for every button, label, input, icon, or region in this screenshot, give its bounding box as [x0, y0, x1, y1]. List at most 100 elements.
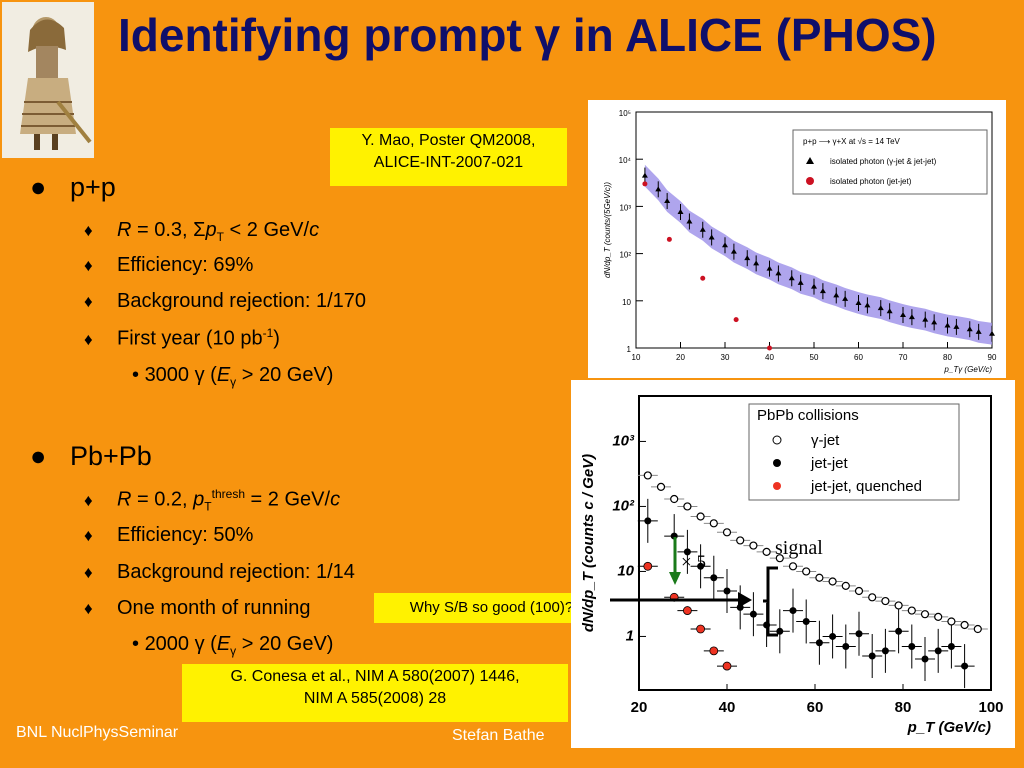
pbpb-jetjet-point [829, 632, 837, 640]
pbpb-gamma-point [973, 624, 982, 634]
pbpb-gamma-point [656, 482, 666, 491]
pbpb-gamma-point [696, 512, 705, 521]
pbpb-gamma-point [722, 528, 732, 537]
pbpb-efficiency-item: ♦ Efficiency: 50% [84, 524, 253, 547]
pbpb-jetjet-point [802, 617, 810, 625]
x-tick-label: 90 [988, 353, 997, 362]
legend-filled-circle-icon [773, 459, 781, 467]
pbpb-pt-sub: T [204, 499, 212, 514]
pp-year-item: ♦ First year (10 pb-1) [84, 326, 280, 351]
pbpb-c: c [330, 488, 341, 511]
pbpb-gamma-point [788, 562, 798, 571]
x-tick-label: 100 [978, 699, 1003, 716]
pbpb-quenched-point [696, 624, 706, 634]
pbpb-jetjet-point [683, 548, 691, 556]
pp-point-triangle [833, 292, 840, 298]
pp-point-triangle [744, 255, 751, 261]
pp-point-triangle [788, 275, 795, 281]
diamond-bullet-icon: ♦ [84, 329, 93, 349]
pp-point-triangle [944, 322, 951, 328]
legend-triangle-icon [806, 157, 814, 164]
small-bullet-icon: • [132, 633, 145, 655]
pp-point-jetjet [642, 181, 648, 187]
pbpb-gamma-point [815, 573, 824, 582]
pbpb-gamma-point [762, 547, 771, 556]
pbpb-jetjet-point [934, 647, 942, 655]
pbpb-jetjet-point [697, 562, 705, 570]
pbpb-gamma-point [736, 536, 745, 545]
pp-point-triangle [975, 328, 982, 334]
citation-top-line2: ALICE-INT-2007-021 [373, 154, 524, 171]
pp-year-text: First year (10 pb [117, 327, 263, 350]
legend-circle-icon [806, 177, 814, 185]
pbpb-efficiency: Efficiency: 50% [117, 524, 254, 546]
pp-pt-sub: T [216, 230, 224, 244]
pp-point-triangle [686, 218, 693, 224]
x-tick-label: 60 [854, 353, 863, 362]
y-tick-label: 10⁴ [619, 156, 632, 165]
pbpb-count-sub: γ [230, 644, 237, 658]
bullet-dot-icon: ● [30, 441, 47, 471]
pp-count-sub: γ [230, 375, 237, 389]
pbpb-bkg-item: ♦ Background rejection: 1/14 [84, 561, 355, 584]
pp-point-jetjet [666, 236, 672, 242]
citation-bottom-line1: G. Conesa et al., NIM A 580(2007) 1446, [230, 668, 520, 685]
pbpb-jetjet-point [921, 655, 929, 663]
citation-bottom-line2: NIM A 585(2008) 28 [303, 690, 447, 707]
pbpb-gamma-point [683, 502, 692, 511]
pbpb-jetjet-point [961, 662, 969, 670]
pp-point-triangle [655, 186, 662, 192]
citation-top: Y. Mao, Poster QM2008, ALICE-INT-2007-02… [330, 128, 567, 186]
pp-point-triangle [922, 316, 929, 322]
y-tick-label: 10³ [619, 203, 631, 212]
pp-point-triangle [908, 314, 915, 320]
pp-point-triangle [886, 308, 893, 314]
diamond-bullet-icon: ♦ [84, 563, 93, 582]
pbpb-jetjet-point [710, 574, 718, 582]
pp-c: c [309, 219, 320, 241]
x-axis-label: p_T (GeV/c) [907, 719, 991, 736]
pp-count-tail: > 20 GeV) [236, 364, 334, 386]
pbpb-gamma-point [920, 610, 930, 619]
pp-efficiency: Efficiency: 69% [117, 254, 254, 276]
pbpb-jetjet-point [908, 643, 916, 651]
diamond-bullet-icon: ♦ [84, 221, 93, 240]
pbpb-legend-entry1: γ-jet [811, 432, 840, 449]
pp-point-triangle [766, 265, 773, 271]
pbpb-jetjet-point [749, 610, 757, 618]
pbpb-jetjet-point [789, 607, 797, 615]
diamond-bullet-icon: ♦ [84, 490, 93, 510]
pbpb-pt-text: = 2 GeV/ [245, 488, 331, 511]
pbpb-jetjet-point [855, 630, 863, 638]
legend-open-circle-icon [772, 435, 782, 445]
pp-point-triangle [864, 302, 871, 308]
pbpb-count-tail: > 20 GeV) [236, 633, 334, 655]
pbpb-quenched-point [709, 646, 719, 656]
x-tick-label: 10 [632, 353, 641, 362]
y-tick-label: 10 [622, 298, 631, 307]
pp-point-triangle [775, 270, 782, 276]
pbpb-pt-sup: thresh [211, 487, 245, 501]
pbpb-gamma-point [934, 612, 943, 621]
pp-point-triangle [699, 226, 706, 232]
pp-point-triangle [708, 234, 715, 240]
x-tick-label: 20 [676, 353, 685, 362]
pbpb-quenched-point [722, 661, 732, 671]
pp-point-triangle [989, 330, 995, 336]
pp-point-triangle [811, 283, 817, 289]
pbpb-jetjet-point [881, 647, 889, 655]
pp-point-triangle [753, 260, 760, 266]
footer-left: BNL NuclPhysSeminar [16, 724, 179, 741]
pbpb-month-item: ♦ One month of running [84, 597, 310, 620]
y-tick-label: 10³ [612, 432, 635, 449]
pbpb-gamma-point [643, 471, 652, 480]
x-tick-label: 80 [943, 353, 952, 362]
pbpb-legend-entry2: jet-jet [810, 455, 849, 472]
pbpb-gamma-point [894, 601, 903, 610]
pp-year-close: ) [273, 327, 280, 350]
pbpb-radius-item: ♦ R = 0.2, pTthresh = 2 GeV/c [84, 487, 340, 514]
pbpb-count-e: E [216, 633, 231, 655]
pp-point-triangle [931, 319, 938, 325]
pp-point-triangle [641, 172, 648, 178]
x5-arrow-head-icon [669, 572, 681, 585]
